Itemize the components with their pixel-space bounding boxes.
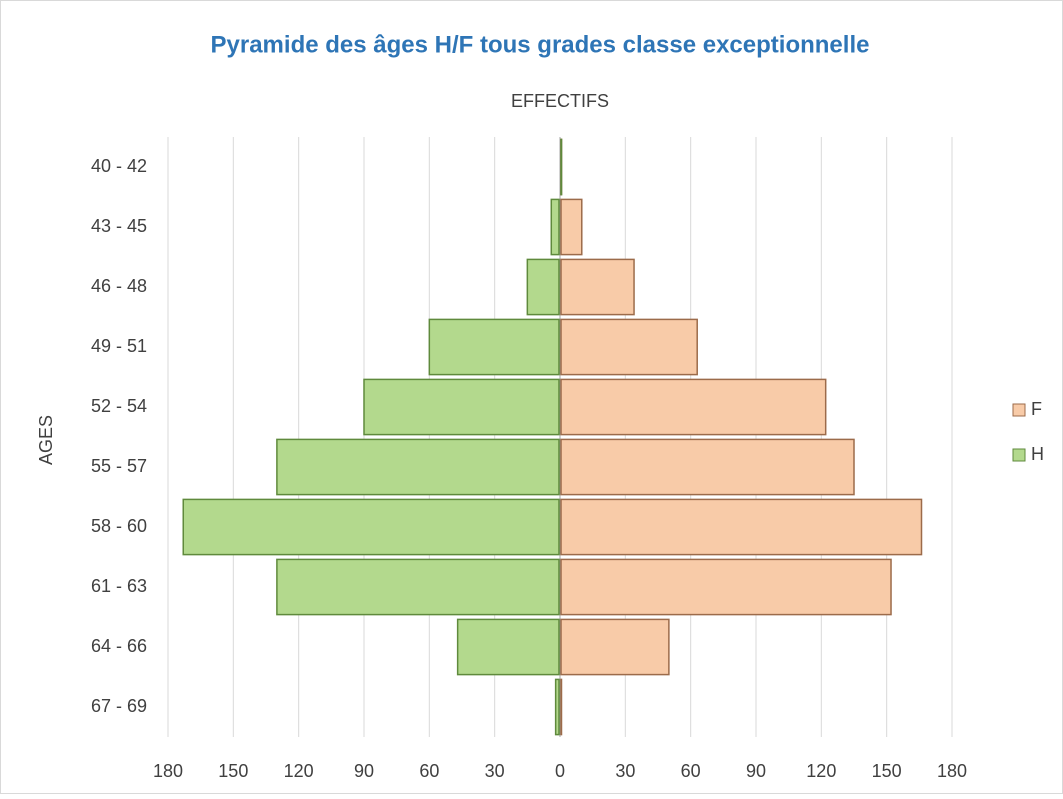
y-axis-title: AGES: [36, 415, 56, 465]
x-tick-label: 90: [746, 761, 766, 781]
x-axis-title: EFFECTIFS: [511, 91, 609, 111]
y-tick-label: 55 - 57: [91, 456, 147, 476]
bar: [560, 138, 563, 196]
y-tick-label: 61 - 63: [91, 576, 147, 596]
bar: [560, 558, 892, 616]
bar: [276, 438, 560, 496]
y-tick-label: 43 - 45: [91, 216, 147, 236]
bar: [560, 258, 635, 316]
legend-swatch: [1012, 403, 1026, 417]
bar: [560, 498, 923, 556]
legend-swatch: [1012, 448, 1026, 462]
bar: [526, 258, 560, 316]
bar: [363, 378, 560, 436]
y-tick-label: 64 - 66: [91, 636, 147, 656]
x-tick-label: 0: [555, 761, 565, 781]
y-tick-label: 58 - 60: [91, 516, 147, 536]
x-tick-label: 90: [354, 761, 374, 781]
x-tick-label: 180: [153, 761, 183, 781]
bar: [554, 678, 560, 736]
x-tick-label: 30: [615, 761, 635, 781]
x-tick-label: 180: [937, 761, 967, 781]
y-tick-label: 67 - 69: [91, 696, 147, 716]
y-tick-label: 40 - 42: [91, 156, 147, 176]
bar: [560, 678, 563, 736]
x-tick-label: 30: [485, 761, 505, 781]
x-tick-label: 60: [419, 761, 439, 781]
y-tick-label: 49 - 51: [91, 336, 147, 356]
y-tick-label: 52 - 54: [91, 396, 147, 416]
bar: [550, 198, 560, 256]
bar: [560, 618, 670, 676]
bar: [560, 378, 827, 436]
x-tick-label: 60: [681, 761, 701, 781]
bar: [560, 438, 855, 496]
y-tick-label: 46 - 48: [91, 276, 147, 296]
bar: [428, 318, 560, 376]
bar: [560, 318, 698, 376]
legend-label: F: [1031, 399, 1042, 419]
bar: [560, 198, 583, 256]
bar: [276, 558, 560, 616]
x-tick-label: 120: [806, 761, 836, 781]
chart-title: Pyramide des âges H/F tous grades classe…: [211, 31, 870, 58]
legend-label: H: [1031, 444, 1044, 464]
x-tick-label: 120: [284, 761, 314, 781]
bar: [182, 498, 560, 556]
bar: [456, 618, 560, 676]
x-tick-label: 150: [872, 761, 902, 781]
x-tick-label: 150: [218, 761, 248, 781]
